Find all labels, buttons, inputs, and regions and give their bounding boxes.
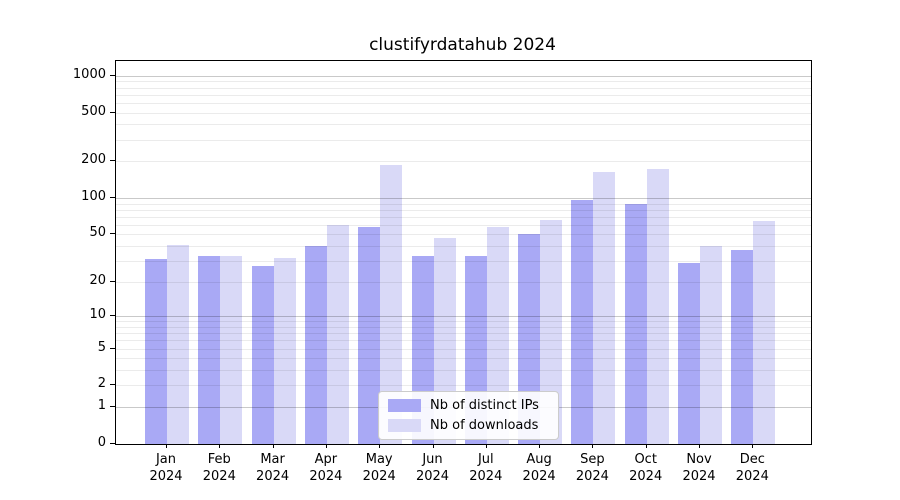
x-tick-label-jun: Jun 2024 bbox=[415, 452, 450, 484]
x-tick-label-dec: Dec 2024 bbox=[735, 452, 769, 484]
bar-downloads-jul bbox=[486, 226, 509, 444]
x-tick-label-feb: Feb 2024 bbox=[202, 452, 236, 484]
x-tick-label-oct: Oct 2024 bbox=[629, 452, 663, 484]
y-tick-mark-2 bbox=[110, 384, 115, 386]
x-tick-mark-jan bbox=[166, 444, 167, 448]
x-tick-mark-apr bbox=[325, 444, 327, 448]
bar-distinct-ips-apr bbox=[304, 246, 327, 444]
bar-distinct-ips-mar bbox=[251, 266, 274, 444]
x-tick-mark-oct bbox=[645, 444, 647, 448]
x-tick-mark-jun bbox=[432, 444, 434, 448]
y-tick-label-500: 500 bbox=[81, 103, 106, 119]
minor-gridline-500 bbox=[116, 112, 811, 114]
y-tick-label-5: 5 bbox=[97, 339, 106, 355]
x-tick-label-sep: Sep 2024 bbox=[575, 452, 609, 484]
major-gridline-100 bbox=[116, 197, 811, 199]
bar-distinct-ips-oct bbox=[624, 203, 647, 444]
x-tick-mark-aug bbox=[539, 444, 541, 448]
bar-downloads-may bbox=[380, 164, 403, 444]
bar-distinct-ips-sep bbox=[571, 199, 594, 444]
y-tick-label-1000: 1000 bbox=[72, 66, 106, 82]
bar-downloads-nov bbox=[700, 246, 722, 444]
y-tick-label-50: 50 bbox=[89, 225, 106, 241]
y-tick-mark-1 bbox=[110, 406, 115, 407]
y-tick-label-100: 100 bbox=[81, 188, 106, 204]
y-tick-mark-10 bbox=[110, 315, 115, 317]
chart-title: clustifyrdatahub 2024 bbox=[369, 35, 556, 55]
y-tick-label-10: 10 bbox=[89, 307, 106, 323]
x-tick-mark-sep bbox=[592, 444, 594, 448]
bar-downloads-sep bbox=[593, 172, 616, 444]
y-tick-mark-500 bbox=[110, 111, 115, 113]
y-tick-mark-50 bbox=[110, 233, 115, 235]
minor-gridline-700 bbox=[116, 94, 811, 96]
x-tick-label-jul: Jul 2024 bbox=[469, 452, 503, 484]
minor-gridline-400 bbox=[116, 124, 811, 126]
y-tick-mark-1000 bbox=[110, 74, 115, 76]
y-tick-label-0: 0 bbox=[97, 435, 106, 450]
minor-gridline-50 bbox=[116, 234, 811, 236]
y-tick-mark-0 bbox=[110, 443, 115, 444]
x-tick-mark-nov bbox=[699, 444, 700, 448]
x-tick-label-apr: Apr 2024 bbox=[309, 452, 343, 484]
distinct-ips-swatch bbox=[388, 399, 421, 412]
bar-downloads-jan bbox=[167, 244, 189, 444]
chart-legend: Nb of distinct IPs Nb of downloads bbox=[378, 391, 559, 440]
x-tick-mark-dec bbox=[752, 444, 754, 448]
minor-gridline-80 bbox=[116, 209, 811, 211]
bar-downloads-dec bbox=[753, 220, 776, 444]
legend-label-distinct-ips: Nb of distinct IPs bbox=[430, 398, 539, 413]
legend-item-downloads: Nb of downloads bbox=[388, 418, 549, 433]
x-tick-label-mar: Mar 2024 bbox=[256, 452, 290, 484]
minor-gridline-200 bbox=[116, 161, 811, 163]
x-tick-mark-may bbox=[379, 444, 381, 448]
bar-distinct-ips-nov bbox=[678, 262, 700, 444]
minor-gridline-60 bbox=[116, 224, 811, 226]
bar-distinct-ips-feb bbox=[198, 256, 221, 444]
x-tick-label-may: May 2024 bbox=[362, 452, 396, 484]
minor-gridline-70 bbox=[116, 216, 811, 218]
x-tick-label-aug: Aug 2024 bbox=[522, 452, 556, 484]
x-tick-mark-jul bbox=[485, 444, 487, 448]
bar-distinct-ips-may bbox=[358, 226, 381, 444]
bar-distinct-ips-dec bbox=[731, 250, 754, 444]
legend-label-downloads: Nb of downloads bbox=[430, 418, 539, 433]
y-tick-mark-20 bbox=[110, 280, 115, 282]
minor-gridline-800 bbox=[116, 87, 811, 89]
minor-gridline-300 bbox=[116, 139, 811, 141]
bar-downloads-apr bbox=[326, 224, 349, 444]
y-tick-mark-100 bbox=[110, 196, 115, 198]
y-tick-label-20: 20 bbox=[89, 272, 106, 288]
minor-gridline-90 bbox=[116, 203, 811, 205]
bar-downloads-aug bbox=[540, 219, 563, 444]
minor-gridline-900 bbox=[116, 81, 811, 83]
legend-item-distinct-ips: Nb of distinct IPs bbox=[388, 398, 549, 413]
x-tick-mark-feb bbox=[219, 444, 221, 448]
bar-downloads-feb bbox=[220, 256, 243, 444]
x-tick-label-jan: Jan 2024 bbox=[149, 452, 183, 484]
bar-downloads-mar bbox=[273, 257, 296, 444]
y-tick-label-200: 200 bbox=[81, 152, 106, 168]
y-tick-mark-200 bbox=[110, 160, 115, 162]
y-tick-label-1: 1 bbox=[97, 398, 106, 413]
minor-gridline-600 bbox=[116, 102, 811, 104]
bar-downloads-oct bbox=[646, 168, 669, 444]
x-tick-mark-mar bbox=[272, 444, 274, 448]
y-tick-label-2: 2 bbox=[97, 376, 106, 392]
y-tick-mark-5 bbox=[110, 347, 115, 349]
bar-distinct-ips-jan bbox=[145, 259, 167, 444]
downloads-swatch bbox=[388, 419, 421, 432]
x-tick-label-nov: Nov 2024 bbox=[682, 452, 716, 484]
major-gridline-1000 bbox=[116, 75, 811, 77]
plot-area: Nb of distinct IPs Nb of downloads bbox=[115, 60, 812, 445]
